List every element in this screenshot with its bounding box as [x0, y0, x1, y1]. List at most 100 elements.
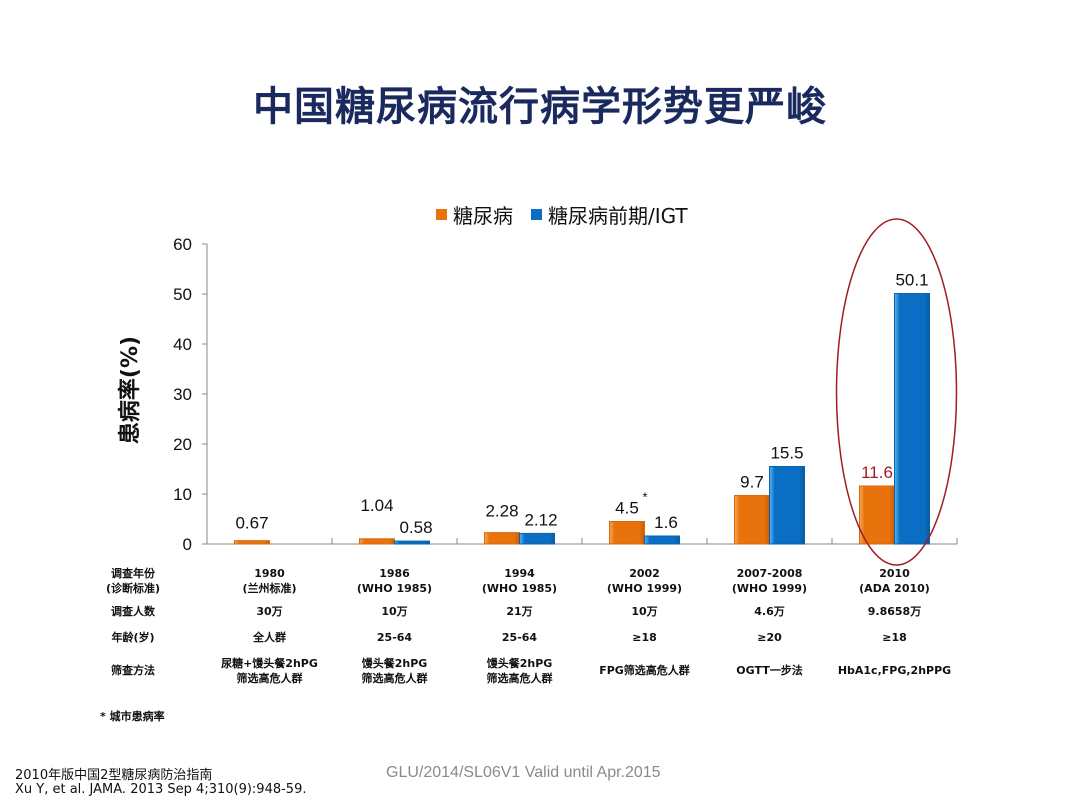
- bar-prediabetes: [894, 293, 930, 545]
- table-cell-age: ≥18: [832, 630, 957, 645]
- table-cell-count: 30万: [207, 604, 332, 619]
- table-row-label: 调查人数: [93, 604, 173, 619]
- highlight-ellipse: [835, 218, 958, 566]
- y-tick-label: 20: [173, 435, 192, 454]
- table-cell-method-line: 馒头餐2hPG: [486, 657, 553, 670]
- table-cell-count-line: 9.8658万: [867, 605, 922, 618]
- legend-label-diabetes: 糖尿病: [453, 204, 513, 228]
- table-cell-year-line: 1994: [504, 567, 535, 580]
- y-tick-label: 40: [173, 335, 192, 354]
- table-cell-age: 全人群: [207, 630, 332, 645]
- table-cell-count: 9.8658万: [832, 604, 957, 619]
- footnote: * 城市患病率: [100, 710, 165, 723]
- table-row-label: 年龄(岁): [93, 630, 173, 645]
- data-label: 4.5: [615, 499, 639, 518]
- table-cell-year-line: (WHO 1999): [731, 582, 808, 595]
- table-cell-year-line: 2002: [629, 567, 660, 580]
- legend-swatch-prediabetes: [531, 209, 542, 220]
- table-cell-year-line: (兰州标准): [242, 582, 297, 595]
- y-tick-label: 0: [183, 535, 192, 554]
- table-cell-method-line: 筛选高危人群: [361, 672, 428, 685]
- table-cell-age-line: ≥20: [757, 631, 782, 644]
- table-cell-method: 馒头餐2hPG 筛选高危人群: [457, 656, 582, 686]
- table-cell-method: 馒头餐2hPG 筛选高危人群: [332, 656, 457, 686]
- table-row-label-line: 调查人数: [111, 605, 155, 618]
- table-cell-method: OGTT一步法: [707, 663, 832, 678]
- bar-prediabetes: [519, 532, 555, 545]
- table-cell-year-line: 2010: [879, 567, 910, 580]
- table-cell-method-line: 筛选高危人群: [236, 672, 303, 685]
- table-row-label-line: 年龄(岁): [111, 631, 155, 644]
- table-cell-year: 1980 (兰州标准): [207, 566, 332, 596]
- bar-diabetes: [484, 532, 520, 545]
- data-label: 50.1: [895, 271, 928, 290]
- bar-diabetes: [734, 495, 770, 545]
- table-cell-year-line: 2007-2008: [736, 567, 803, 580]
- bar-prediabetes: [644, 535, 680, 545]
- table-row-label-line: 筛查方法: [111, 664, 155, 677]
- table-cell-age: ≥18: [582, 630, 707, 645]
- legend-item-prediabetes: 糖尿病前期/IGT: [531, 200, 688, 229]
- data-label: 11.6: [861, 463, 893, 482]
- table-cell-age: 25-64: [457, 630, 582, 645]
- bar-diabetes: [859, 485, 895, 545]
- watermark: GLU/2014/SL06V1 Valid until Apr.2015: [386, 764, 661, 781]
- table-cell-age: ≥20: [707, 630, 832, 645]
- table-cell-year: 2010 (ADA 2010): [832, 566, 957, 596]
- table-cell-year-line: 1986: [379, 567, 410, 580]
- table-cell-method-line: 尿糖+馒头餐2hPG: [221, 657, 318, 670]
- table-cell-year-line: 1980: [254, 567, 285, 580]
- chart-legend: 糖尿病 糖尿病前期/IGT: [436, 200, 706, 229]
- y-tick-label: 60: [173, 235, 192, 254]
- table-cell-method-line: OGTT一步法: [736, 664, 803, 677]
- page-title: 中国糖尿病流行病学形势更严峻: [253, 84, 827, 130]
- table-cell-year: 1986 (WHO 1985): [332, 566, 457, 596]
- table-cell-age-line: 25-64: [501, 631, 538, 644]
- data-label: 9.7: [740, 473, 764, 492]
- reference-1: 2010年版中国2型糖尿病防治指南: [15, 768, 213, 783]
- data-label: 2.28: [485, 502, 518, 521]
- table-cell-count-line: 4.6万: [754, 605, 785, 618]
- bar-prediabetes: [769, 466, 805, 545]
- bar-diabetes: [359, 538, 395, 545]
- legend-swatch-diabetes: [436, 209, 447, 220]
- table-cell-year-line: (WHO 1985): [356, 582, 433, 595]
- table-cell-method-line: HbA1c,FPG,2hPPG: [837, 664, 952, 677]
- table-cell-age-line: ≥18: [882, 631, 907, 644]
- table-cell-count-line: 10万: [381, 605, 408, 618]
- table-cell-method-line: 筛选高危人群: [486, 672, 553, 685]
- table-cell-method: 尿糖+馒头餐2hPG 筛选高危人群: [207, 656, 332, 686]
- data-label: 2.12: [524, 510, 557, 529]
- table-cell-method: FPG筛选高危人群: [582, 663, 707, 678]
- legend-item-diabetes: 糖尿病: [436, 200, 513, 229]
- data-label: 1.6: [654, 513, 678, 532]
- table-cell-year-line: (WHO 1999): [606, 582, 683, 595]
- table-row-label: 筛查方法: [93, 663, 173, 678]
- data-label: 0.58: [399, 518, 432, 537]
- table-cell-method: HbA1c,FPG,2hPPG: [832, 663, 957, 678]
- table-cell-year-line: (WHO 1985): [481, 582, 558, 595]
- table-cell-year-line: (ADA 2010): [859, 582, 930, 595]
- data-label: 0.67: [235, 514, 268, 533]
- table-cell-count: 10万: [582, 604, 707, 619]
- table-cell-method-line: 馒头餐2hPG: [361, 657, 428, 670]
- reference-2: Xu Y, et al. JAMA. 2013 Sep 4;310(9):948…: [15, 782, 307, 797]
- table-row-label-line: (诊断标准): [105, 582, 161, 595]
- table-cell-year: 2007-2008 (WHO 1999): [707, 566, 832, 596]
- table-row-label: 调查年份 (诊断标准): [93, 566, 173, 596]
- table-cell-year: 1994 (WHO 1985): [457, 566, 582, 596]
- data-label: 1.04: [360, 496, 393, 515]
- table-cell-count-line: 21万: [506, 605, 533, 618]
- y-tick-label: 50: [173, 285, 192, 304]
- table-cell-age-line: 全人群: [253, 631, 286, 644]
- bar-prediabetes: [394, 540, 430, 545]
- table-cell-age-line: 25-64: [376, 631, 413, 644]
- table-cell-count-line: 30万: [256, 605, 283, 618]
- y-tick-label: 30: [173, 385, 192, 404]
- bar-diabetes: [234, 540, 270, 545]
- table-cell-age: 25-64: [332, 630, 457, 645]
- data-label: 15.5: [770, 444, 803, 463]
- table-cell-count: 21万: [457, 604, 582, 619]
- table-cell-count: 4.6万: [707, 604, 832, 619]
